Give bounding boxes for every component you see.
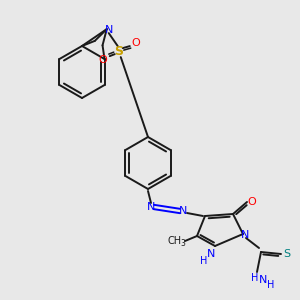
Text: 3: 3 [181, 239, 185, 248]
Text: N: N [179, 206, 187, 216]
Text: N: N [105, 25, 113, 35]
Text: O: O [131, 38, 140, 48]
Text: H: H [200, 256, 208, 266]
Text: O: O [98, 55, 107, 65]
Text: S: S [114, 45, 123, 58]
Text: H: H [267, 280, 275, 290]
Text: S: S [284, 249, 291, 259]
Text: N: N [147, 202, 155, 212]
Text: N: N [241, 230, 249, 240]
Text: CH: CH [168, 236, 182, 246]
Text: N: N [207, 249, 215, 259]
Text: O: O [248, 197, 256, 207]
Text: N: N [259, 275, 267, 285]
Text: H: H [251, 273, 259, 283]
